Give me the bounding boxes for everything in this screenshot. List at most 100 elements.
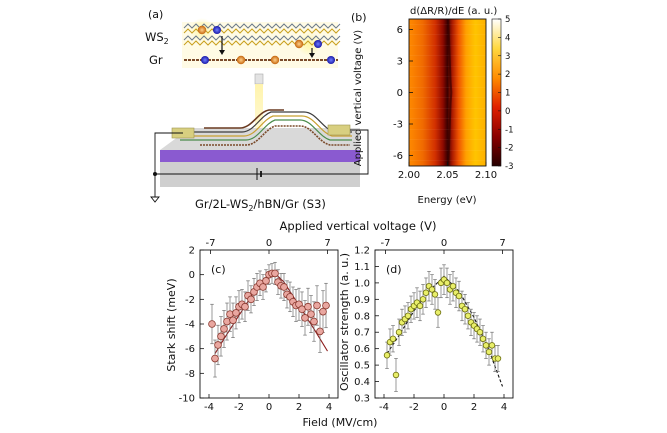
- d-toptick-label: 7: [499, 238, 505, 249]
- d-data-point: [464, 312, 472, 319]
- c-data-point: [232, 309, 240, 317]
- b-ytick-label: -6: [393, 151, 403, 162]
- c-xtick-label: -4: [204, 402, 214, 413]
- colorbar-tick-label: 2: [505, 70, 510, 80]
- band-diagram: [182, 18, 341, 68]
- c-data-point: [310, 317, 318, 326]
- c-ytick-label: -6: [185, 344, 195, 355]
- device-stack: [150, 109, 369, 203]
- d-ytick-label: 1.2: [354, 246, 370, 257]
- d-data-point: [482, 342, 490, 349]
- b-ylabel: Applied vertical voltage (V): [353, 30, 364, 167]
- c-ylabel: Stark shift (meV): [165, 278, 178, 371]
- hole-ball: [294, 39, 304, 49]
- c-data-point: [220, 325, 228, 333]
- d-data-point: [428, 286, 436, 293]
- c-data-point: [319, 307, 327, 316]
- electron-ball: [314, 40, 322, 48]
- d-data-point: [395, 329, 403, 336]
- d-data-point: [488, 342, 496, 349]
- colorbar-tick-label: -2: [505, 144, 513, 154]
- c-ytick-label: -8: [185, 369, 195, 380]
- d-data-point: [455, 292, 463, 300]
- d-ytick-label: 1.0: [354, 278, 370, 289]
- ground-icon: [150, 196, 160, 203]
- d-data-point: [383, 352, 391, 359]
- colorbar-title: d(ΔR/R)/dE (a. u.): [410, 6, 497, 17]
- panel-a-label: (a): [148, 8, 163, 21]
- panel-d: (d) Oscillator strength (a. u.) -4 -2 0 2 4 1…: [338, 238, 514, 413]
- d-toptick-label: -7: [381, 238, 391, 249]
- b-ytick-label: -3: [393, 120, 403, 131]
- heatmap-plot: 2.00 2.05 2.10 6 3 0 -3 -6: [393, 18, 497, 181]
- panel-b-label: (b): [351, 11, 367, 24]
- d-data-point: [461, 306, 469, 313]
- colorbar: 5 4 3 2 1 0 -1 -2 -3: [491, 15, 513, 172]
- d-xtick-label: -2: [409, 402, 419, 413]
- b-xtick-label: 2.10: [475, 170, 497, 181]
- c-data-point: [301, 314, 309, 322]
- colorbar-tick-label: 4: [505, 33, 510, 43]
- d-data-point: [443, 279, 451, 287]
- d-data-point: [449, 282, 457, 290]
- c-ytick-label: 0: [189, 270, 195, 281]
- c-toptick-label: 7: [324, 238, 330, 249]
- d-ytick-label: 0.8: [354, 311, 370, 322]
- d-data-point: [389, 335, 397, 342]
- b-xtick-label: 2.05: [436, 170, 458, 181]
- d-data-point: [431, 291, 439, 298]
- laser-beam: [254, 73, 264, 140]
- b-ytick-label: 6: [397, 25, 403, 36]
- c-toptick-label: 0: [266, 238, 272, 249]
- b-ytick-label: 0: [397, 88, 403, 99]
- panel-d-label: (d): [386, 263, 402, 276]
- electron-ball: [201, 56, 209, 64]
- c-data-point: [259, 283, 267, 291]
- c-data-point: [307, 310, 315, 318]
- d-data-point: [494, 355, 502, 362]
- resonance-ridge: [447, 18, 453, 167]
- c-xtick-label: -2: [234, 402, 244, 413]
- c-data-point: [217, 332, 225, 341]
- device-caption: Gr/2L-WS2/hBN/Gr (S3): [195, 197, 326, 213]
- hole-ball: [236, 55, 246, 65]
- c-data-point: [271, 269, 279, 278]
- c-data-point: [280, 283, 288, 291]
- c-data-point: [316, 327, 324, 336]
- electrode-right: [327, 124, 351, 136]
- d-xtick-label: 2: [471, 402, 477, 413]
- d-ytick-label: 0.5: [354, 361, 370, 372]
- d-data-point: [422, 289, 430, 296]
- d-ytick-label: 0.7: [354, 328, 370, 339]
- c-data-point: [247, 295, 255, 304]
- colorbar-tick-label: 5: [505, 15, 510, 25]
- d-ytick-label: 0.9: [354, 295, 370, 306]
- layer-label-gr: Gr: [149, 53, 163, 67]
- d-toptick-label: 0: [441, 238, 447, 249]
- c-toptick-label: -7: [206, 238, 216, 249]
- d-data-point: [476, 329, 484, 336]
- colorbar-tick-label: 3: [505, 52, 510, 62]
- c-data-point: [313, 301, 321, 310]
- hole-ball: [270, 55, 280, 65]
- d-ylabel: Oscillator strength (a. u.): [338, 253, 351, 391]
- c-data-point: [262, 277, 270, 285]
- d-ytick-label: 1.1: [354, 262, 370, 273]
- electron-ball: [327, 56, 335, 64]
- d-xtick-label: 0: [441, 402, 447, 413]
- panel-c-label: (c): [211, 263, 226, 276]
- b-ytick-label: 3: [397, 57, 403, 68]
- layer-label-ws2: WS2: [145, 30, 169, 46]
- d-data-point: [434, 309, 442, 316]
- d-data-point: [419, 296, 427, 303]
- d-data-point: [392, 371, 400, 379]
- c-xtick-label: 4: [326, 402, 332, 413]
- colorbar-tick-label: 0: [505, 107, 510, 117]
- d-data-point: [485, 348, 493, 356]
- electron-ball: [213, 26, 221, 34]
- heatmap-image: [409, 19, 486, 166]
- panel-a: (a) WS2 Gr: [145, 8, 369, 213]
- c-data-point: [322, 301, 330, 310]
- d-data-point: [404, 312, 412, 319]
